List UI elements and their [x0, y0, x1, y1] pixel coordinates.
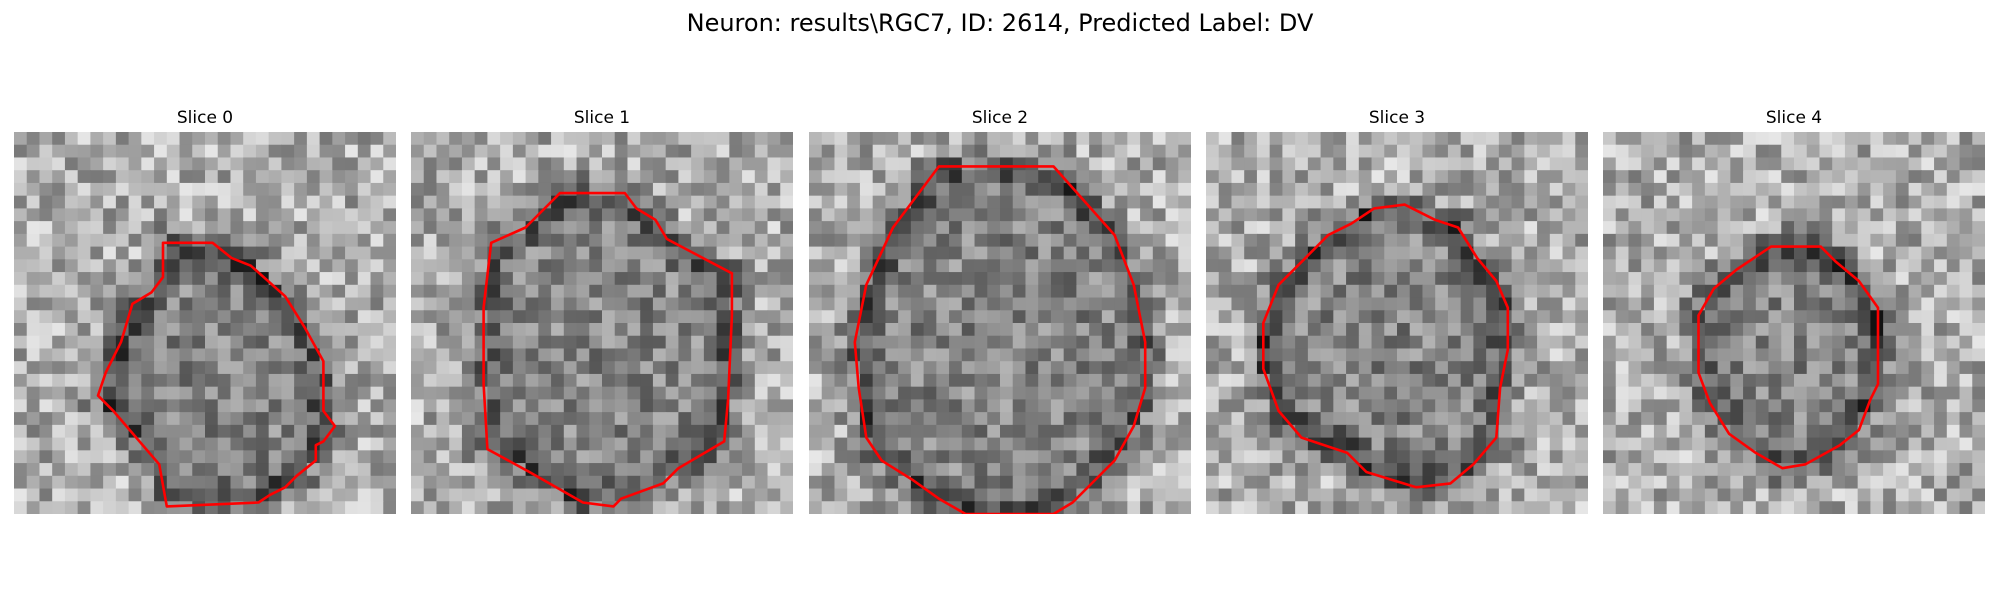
slice-image — [1603, 132, 1985, 514]
segmentation-contour — [1261, 203, 1510, 489]
slice-image-svg — [1206, 132, 1588, 514]
slice-image-svg — [1603, 132, 1985, 514]
slice-title: Slice 3 — [1368, 108, 1426, 128]
slice-image — [1206, 132, 1588, 514]
slice-panel-2: Slice 2 — [809, 108, 1191, 514]
pixel-grid — [411, 132, 793, 514]
slice-panel-0: Slice 0 — [14, 108, 396, 514]
segmentation-contour — [482, 191, 734, 508]
segmentation-contour — [853, 165, 1147, 514]
slice-panel-4: Slice 4 — [1603, 108, 1985, 514]
slice-image-svg — [411, 132, 793, 514]
figure-title: Neuron: results\RGC7, ID: 2614, Predicte… — [686, 9, 1314, 37]
slice-title: Slice 4 — [1765, 108, 1823, 128]
pixel-grid — [809, 132, 1191, 514]
segmentation-contour — [96, 241, 337, 508]
pixel-grid — [14, 132, 396, 514]
slice-panel-1: Slice 1 — [411, 108, 793, 514]
pixel-grid — [1206, 132, 1588, 514]
slice-image — [411, 132, 793, 514]
slice-title: Slice 0 — [176, 108, 234, 128]
slice-panel-3: Slice 3 — [1206, 108, 1588, 514]
slice-title: Slice 2 — [971, 108, 1029, 128]
segmentation-contour — [1697, 245, 1880, 470]
pixel-grid — [1603, 132, 1985, 514]
slice-image — [14, 132, 396, 514]
slice-title: Slice 1 — [573, 108, 631, 128]
slice-image — [809, 132, 1191, 514]
slice-image-svg — [14, 132, 396, 514]
slice-image-svg — [809, 132, 1191, 514]
